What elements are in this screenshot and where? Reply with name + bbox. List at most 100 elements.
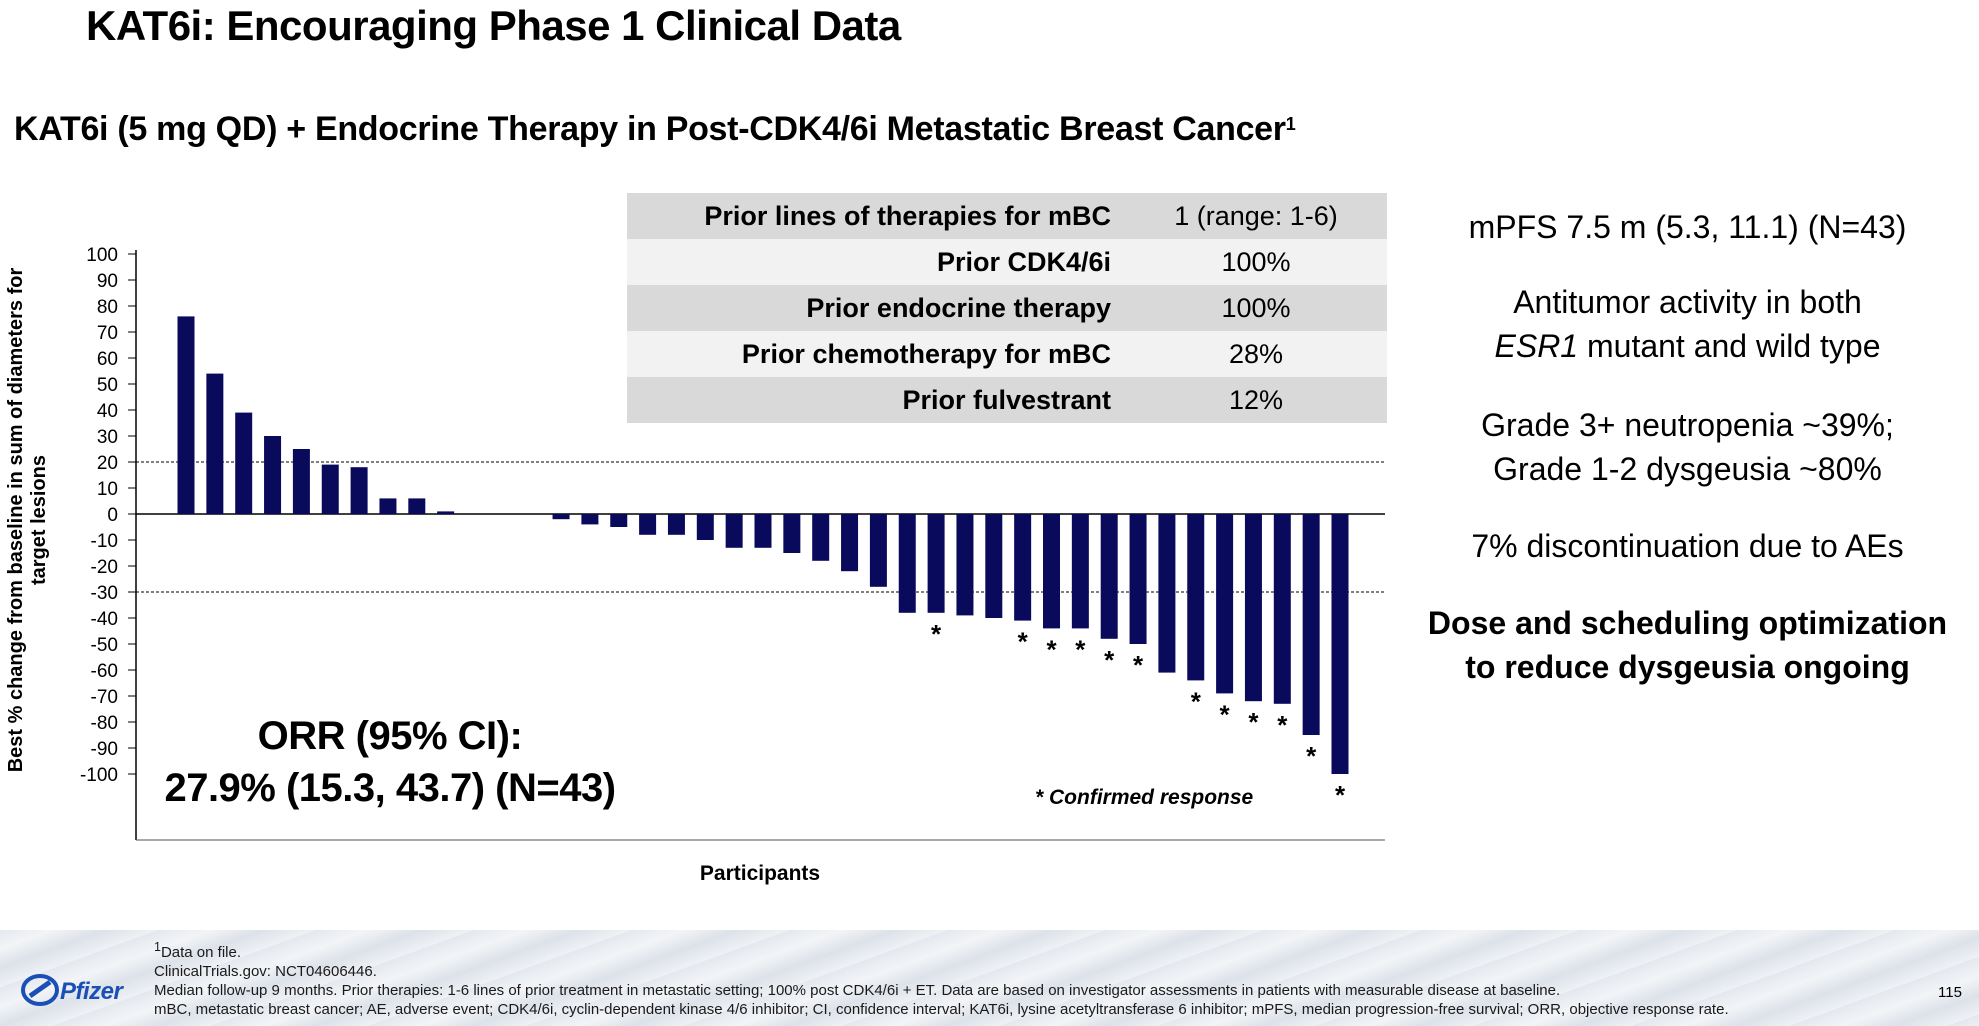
footnote-1-text: Data on file.: [160, 944, 241, 961]
y-tick-label: 40: [97, 401, 118, 422]
pfizer-logo-icon: [21, 974, 59, 1006]
footnote-1-sup: 1: [154, 940, 161, 954]
slide-title: KAT6i: Encouraging Phase 1 Clinical Data: [86, 2, 901, 49]
bar: [812, 514, 830, 561]
bar: [1129, 514, 1147, 644]
esr1-italic: ESR1: [1494, 328, 1579, 364]
dose-optimization-text: Dose and scheduling optimization to reduc…: [1400, 601, 1975, 689]
chart-subtitle: KAT6i (5 mg QD) + Endocrine Therapy in P…: [14, 110, 1296, 149]
table-row: Prior endocrine therapy 100%: [627, 285, 1387, 331]
confirmed-marker: *: [1220, 699, 1231, 729]
y-tick-label: 50: [97, 375, 118, 396]
y-tick-label: 100: [86, 245, 118, 266]
orr-line2: 27.9% (15.3, 43.7) (N=43): [164, 766, 616, 810]
x-axis-label: Participants: [699, 862, 821, 885]
footnote-3: Median follow-up 9 months. Prior therapi…: [154, 982, 1561, 999]
bar: [1244, 514, 1262, 702]
bar: [1187, 514, 1205, 681]
bar: [1014, 514, 1032, 621]
bar: [1331, 514, 1349, 774]
y-tick-label: 0: [107, 505, 118, 526]
bar: [1216, 514, 1234, 694]
footnote-4: mBC, metastatic breast cancer; AE, adver…: [154, 1001, 1729, 1018]
bar: [264, 436, 282, 514]
footer-band: [0, 930, 1979, 1026]
bar: [408, 498, 426, 514]
bar: [927, 514, 945, 613]
table-cell-label: Prior chemotherapy for mBC: [627, 331, 1125, 377]
bar: [956, 514, 974, 616]
page-number: 115: [1938, 984, 1962, 1001]
bar: [696, 514, 714, 540]
waterfall-chart: 1009080706050403020100-10-20-30-40-50-60…: [80, 245, 1385, 841]
y-tick-label: -60: [91, 661, 118, 682]
bar: [350, 467, 368, 514]
footnote-1: 1Data on file.: [154, 938, 1729, 962]
dose-line2: to reduce dysgeusia ongoing: [1465, 649, 1910, 685]
bar: [581, 514, 599, 525]
y-tick-label: -40: [91, 609, 118, 630]
bar: [898, 514, 916, 613]
subtitle-text: KAT6i (5 mg QD) + Endocrine Therapy in P…: [14, 110, 1286, 148]
bar: [552, 514, 570, 520]
bar: [1302, 514, 1320, 735]
antitumor-line2: mutant and wild type: [1578, 328, 1881, 364]
confirmed-marker: *: [1335, 780, 1346, 810]
table-cell-label: Prior CDK4/6i: [627, 239, 1125, 285]
table-cell-label: Prior fulvestrant: [627, 377, 1125, 423]
bar: [321, 464, 339, 514]
bar: [754, 514, 772, 548]
bar: [1100, 514, 1118, 639]
discontinuation-text: 7% discontinuation due to AEs: [1471, 528, 1904, 564]
orr-line1: ORR (95% CI):: [257, 714, 523, 758]
dose-line1: Dose and scheduling optimization: [1427, 605, 1948, 641]
bar: [841, 514, 859, 572]
table-cell-value: 12%: [1125, 377, 1387, 423]
bar: [292, 449, 310, 514]
y-tick-label: -30: [91, 583, 118, 604]
bar: [379, 498, 397, 514]
y-tick-label: -10: [91, 531, 118, 552]
confirmed-response-note: * Confirmed response: [1035, 786, 1254, 809]
table-row: Prior fulvestrant 12%: [627, 377, 1387, 423]
table-cell-value: 100%: [1125, 239, 1387, 285]
bar: [725, 514, 743, 548]
y-tick-label: 10: [97, 479, 118, 500]
table-cell-value: 28%: [1125, 331, 1387, 377]
grade-line2: Grade 1-2 dysgeusia ~80%: [1493, 451, 1882, 487]
y-tick-label: -80: [91, 713, 118, 734]
y-tick-label: -90: [91, 739, 118, 760]
bar: [1071, 514, 1089, 629]
confirmed-marker: *: [931, 619, 942, 649]
table-cell-label: Prior endocrine therapy: [627, 285, 1125, 331]
y-tick-label: 60: [97, 349, 118, 370]
bar: [437, 511, 455, 514]
y-tick-label: 70: [97, 323, 118, 344]
y-tick-label: 20: [97, 453, 118, 474]
confirmed-marker: *: [1133, 650, 1144, 680]
footnotes: 1Data on file. ClinicalTrials.gov: NCT04…: [154, 938, 1729, 1019]
bar: [1043, 514, 1060, 629]
bar: [869, 514, 887, 587]
table-row: Prior lines of therapies for mBC 1 (range…: [627, 193, 1387, 239]
bar: [639, 514, 657, 535]
footnote-2: ClinicalTrials.gov: NCT04606446.: [154, 963, 377, 980]
table-row: Prior chemotherapy for mBC 28%: [627, 331, 1387, 377]
table-cell-label: Prior lines of therapies for mBC: [627, 193, 1125, 239]
bar: [1273, 514, 1291, 704]
confirmed-marker: *: [1075, 634, 1086, 664]
table-cell-value: 100%: [1125, 285, 1387, 331]
y-tick-label: 30: [97, 427, 118, 448]
bar: [783, 514, 801, 553]
confirmed-marker: *: [1018, 627, 1029, 657]
pfizer-logo-text: Pfizer: [60, 978, 123, 1005]
confirmed-marker: *: [1191, 686, 1202, 716]
bar: [177, 316, 195, 514]
confirmed-marker: *: [1306, 741, 1317, 771]
y-axis-label: Best % change from baseline in sum of di…: [5, 267, 50, 773]
confirmed-marker: *: [1104, 645, 1115, 675]
bar: [206, 373, 224, 514]
y-tick-label: 80: [97, 297, 118, 318]
y-tick-label: 90: [97, 271, 118, 292]
confirmed-marker: *: [1277, 710, 1288, 740]
